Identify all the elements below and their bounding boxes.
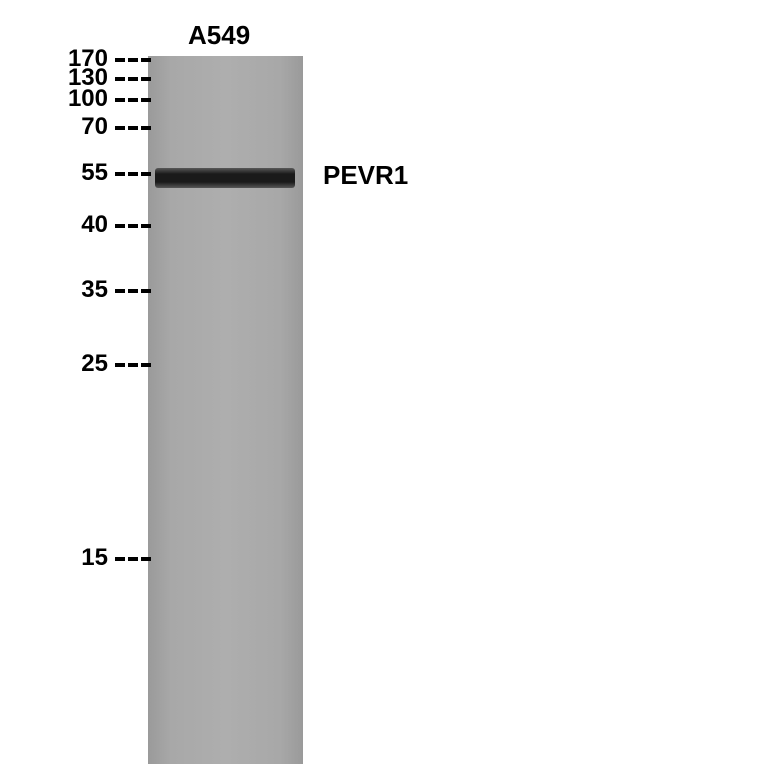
sample-label: A549	[188, 20, 250, 51]
marker-label-15: 15	[81, 544, 108, 572]
marker-tick	[141, 289, 151, 293]
marker-label-100: 100	[68, 85, 108, 113]
marker-tick	[115, 98, 125, 102]
band-label: PEVR1	[323, 160, 408, 191]
marker-tick	[115, 172, 125, 176]
marker-tick	[128, 126, 138, 130]
marker-tick	[115, 126, 125, 130]
marker-tick	[115, 557, 125, 561]
marker-tick	[141, 363, 151, 367]
marker-label-40: 40	[81, 211, 108, 239]
western-blot-figure: A549 PEVR1 170130100705540352515	[0, 0, 764, 764]
marker-tick	[141, 557, 151, 561]
marker-tick	[128, 224, 138, 228]
marker-tick	[128, 98, 138, 102]
marker-tick	[128, 77, 138, 81]
marker-tick	[128, 557, 138, 561]
marker-tick	[141, 58, 151, 62]
marker-tick	[115, 58, 125, 62]
marker-tick	[128, 289, 138, 293]
marker-tick	[115, 289, 125, 293]
marker-label-55: 55	[81, 159, 108, 187]
marker-label-25: 25	[81, 350, 108, 378]
blot-lane	[148, 56, 303, 764]
marker-tick	[141, 126, 151, 130]
marker-tick	[128, 58, 138, 62]
marker-tick	[141, 172, 151, 176]
marker-tick	[128, 172, 138, 176]
marker-tick	[141, 224, 151, 228]
marker-label-70: 70	[81, 113, 108, 141]
marker-tick	[115, 77, 125, 81]
marker-tick	[115, 224, 125, 228]
protein-band	[155, 168, 295, 188]
marker-tick	[141, 98, 151, 102]
marker-tick	[115, 363, 125, 367]
marker-label-35: 35	[81, 276, 108, 304]
marker-tick	[128, 363, 138, 367]
marker-tick	[141, 77, 151, 81]
